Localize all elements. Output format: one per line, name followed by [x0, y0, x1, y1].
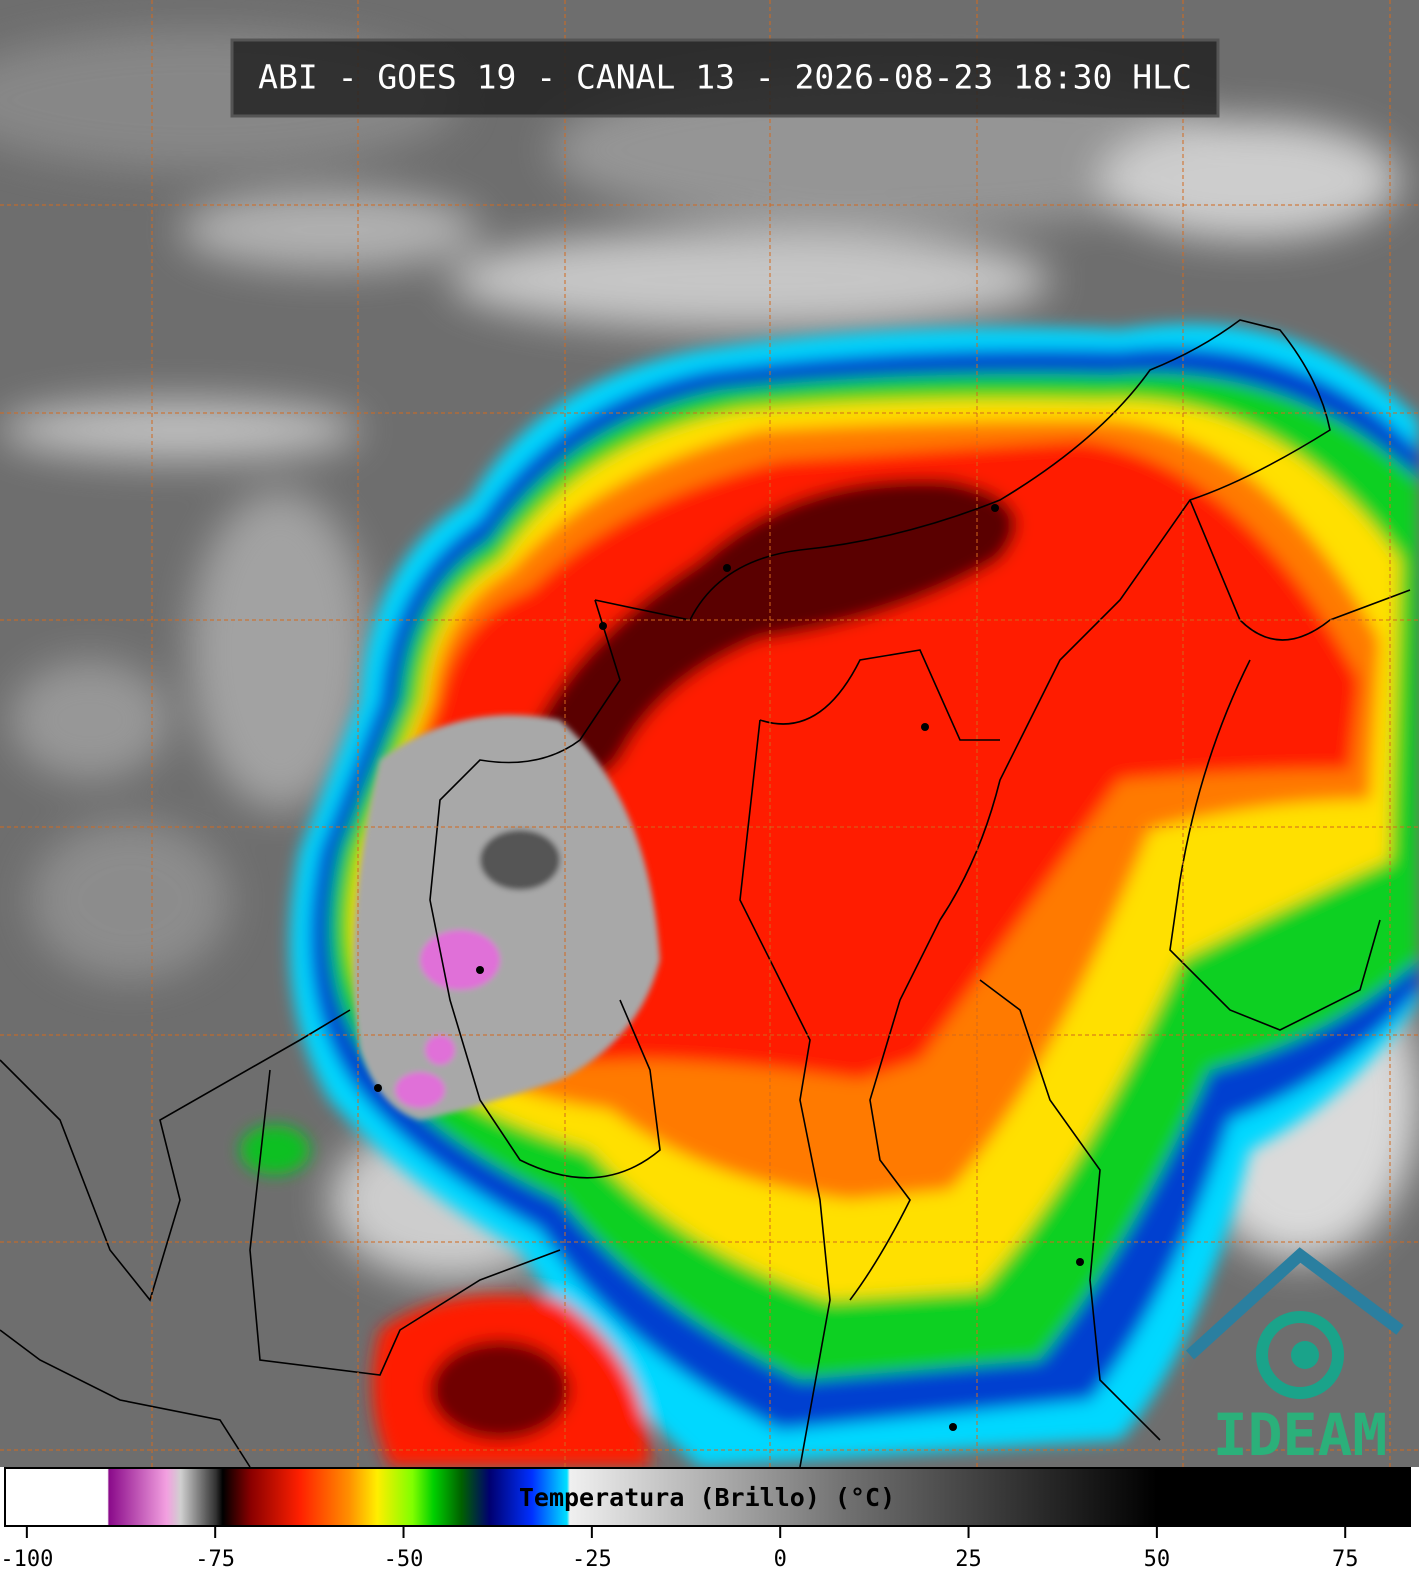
- graticule: [0, 0, 1419, 1467]
- tick-label: 25: [955, 1547, 982, 1572]
- colorbar: Temperatura (Brillo) (°C) -100 -75 -50 -25 0…: [0, 1467, 1411, 1572]
- logo: IDEAM: [1185, 1247, 1404, 1469]
- tick-label: -100: [0, 1547, 53, 1572]
- colorbar-ramp: [4, 1467, 1411, 1527]
- title: ABI - GOES 19 - CANAL 13 - 2026-08-23 18…: [258, 58, 1192, 97]
- colorbar-label: Temperatura (Brillo) (°C): [519, 1483, 895, 1512]
- cities: [374, 504, 1084, 1431]
- tick-label: -25: [572, 1547, 612, 1572]
- tick-label: -75: [195, 1547, 235, 1572]
- tick-label: -50: [384, 1547, 424, 1572]
- tick-label: 75: [1332, 1547, 1359, 1572]
- title-box: [230, 38, 1220, 118]
- tick-label: 50: [1144, 1547, 1171, 1572]
- tick-label: 0: [774, 1547, 787, 1572]
- boundaries: [0, 319, 1411, 1468]
- imagery: [0, 0, 1419, 1468]
- logo-text: IDEAM: [1213, 1401, 1388, 1469]
